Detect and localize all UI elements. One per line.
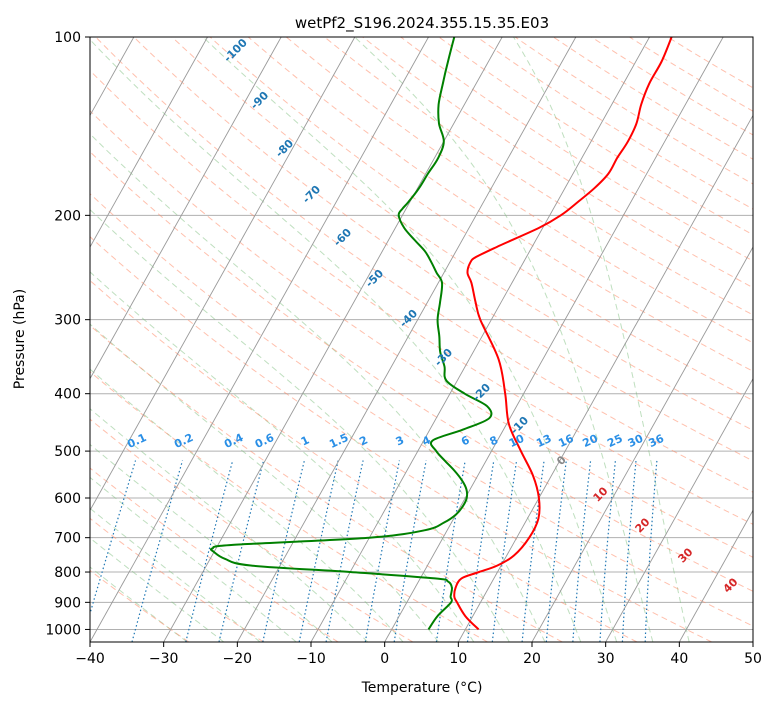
x-tick-label: −40	[75, 651, 105, 667]
x-tick-label: 40	[670, 651, 688, 667]
x-axis-label: Temperature (°C)	[361, 680, 483, 696]
x-tick-label: 30	[597, 651, 615, 667]
y-tick-label: 400	[54, 387, 81, 403]
y-axis-label: Pressure (hPa)	[12, 289, 28, 389]
y-tick-label: 200	[54, 208, 81, 224]
y-tick-label: 800	[54, 565, 81, 581]
chart-title: wetPf2_S196.2024.355.15.35.E03	[295, 14, 549, 33]
x-tick-label: 50	[744, 651, 762, 667]
x-tick-label: 0	[380, 651, 389, 667]
y-tick-label: 600	[54, 491, 81, 507]
y-tick-label: 500	[54, 444, 81, 460]
x-tick-label: 20	[523, 651, 541, 667]
x-tick-label: −20	[223, 651, 253, 667]
y-tick-label: 900	[54, 595, 81, 611]
y-tick-label: 300	[54, 313, 81, 329]
plot-area	[90, 37, 753, 642]
y-tick-label: 700	[54, 531, 81, 547]
x-tick-label: 10	[449, 651, 467, 667]
x-tick-label: −30	[149, 651, 179, 667]
y-tick-label: 1000	[45, 622, 81, 638]
x-tick-label: −10	[296, 651, 326, 667]
y-tick-label: 100	[54, 30, 81, 46]
